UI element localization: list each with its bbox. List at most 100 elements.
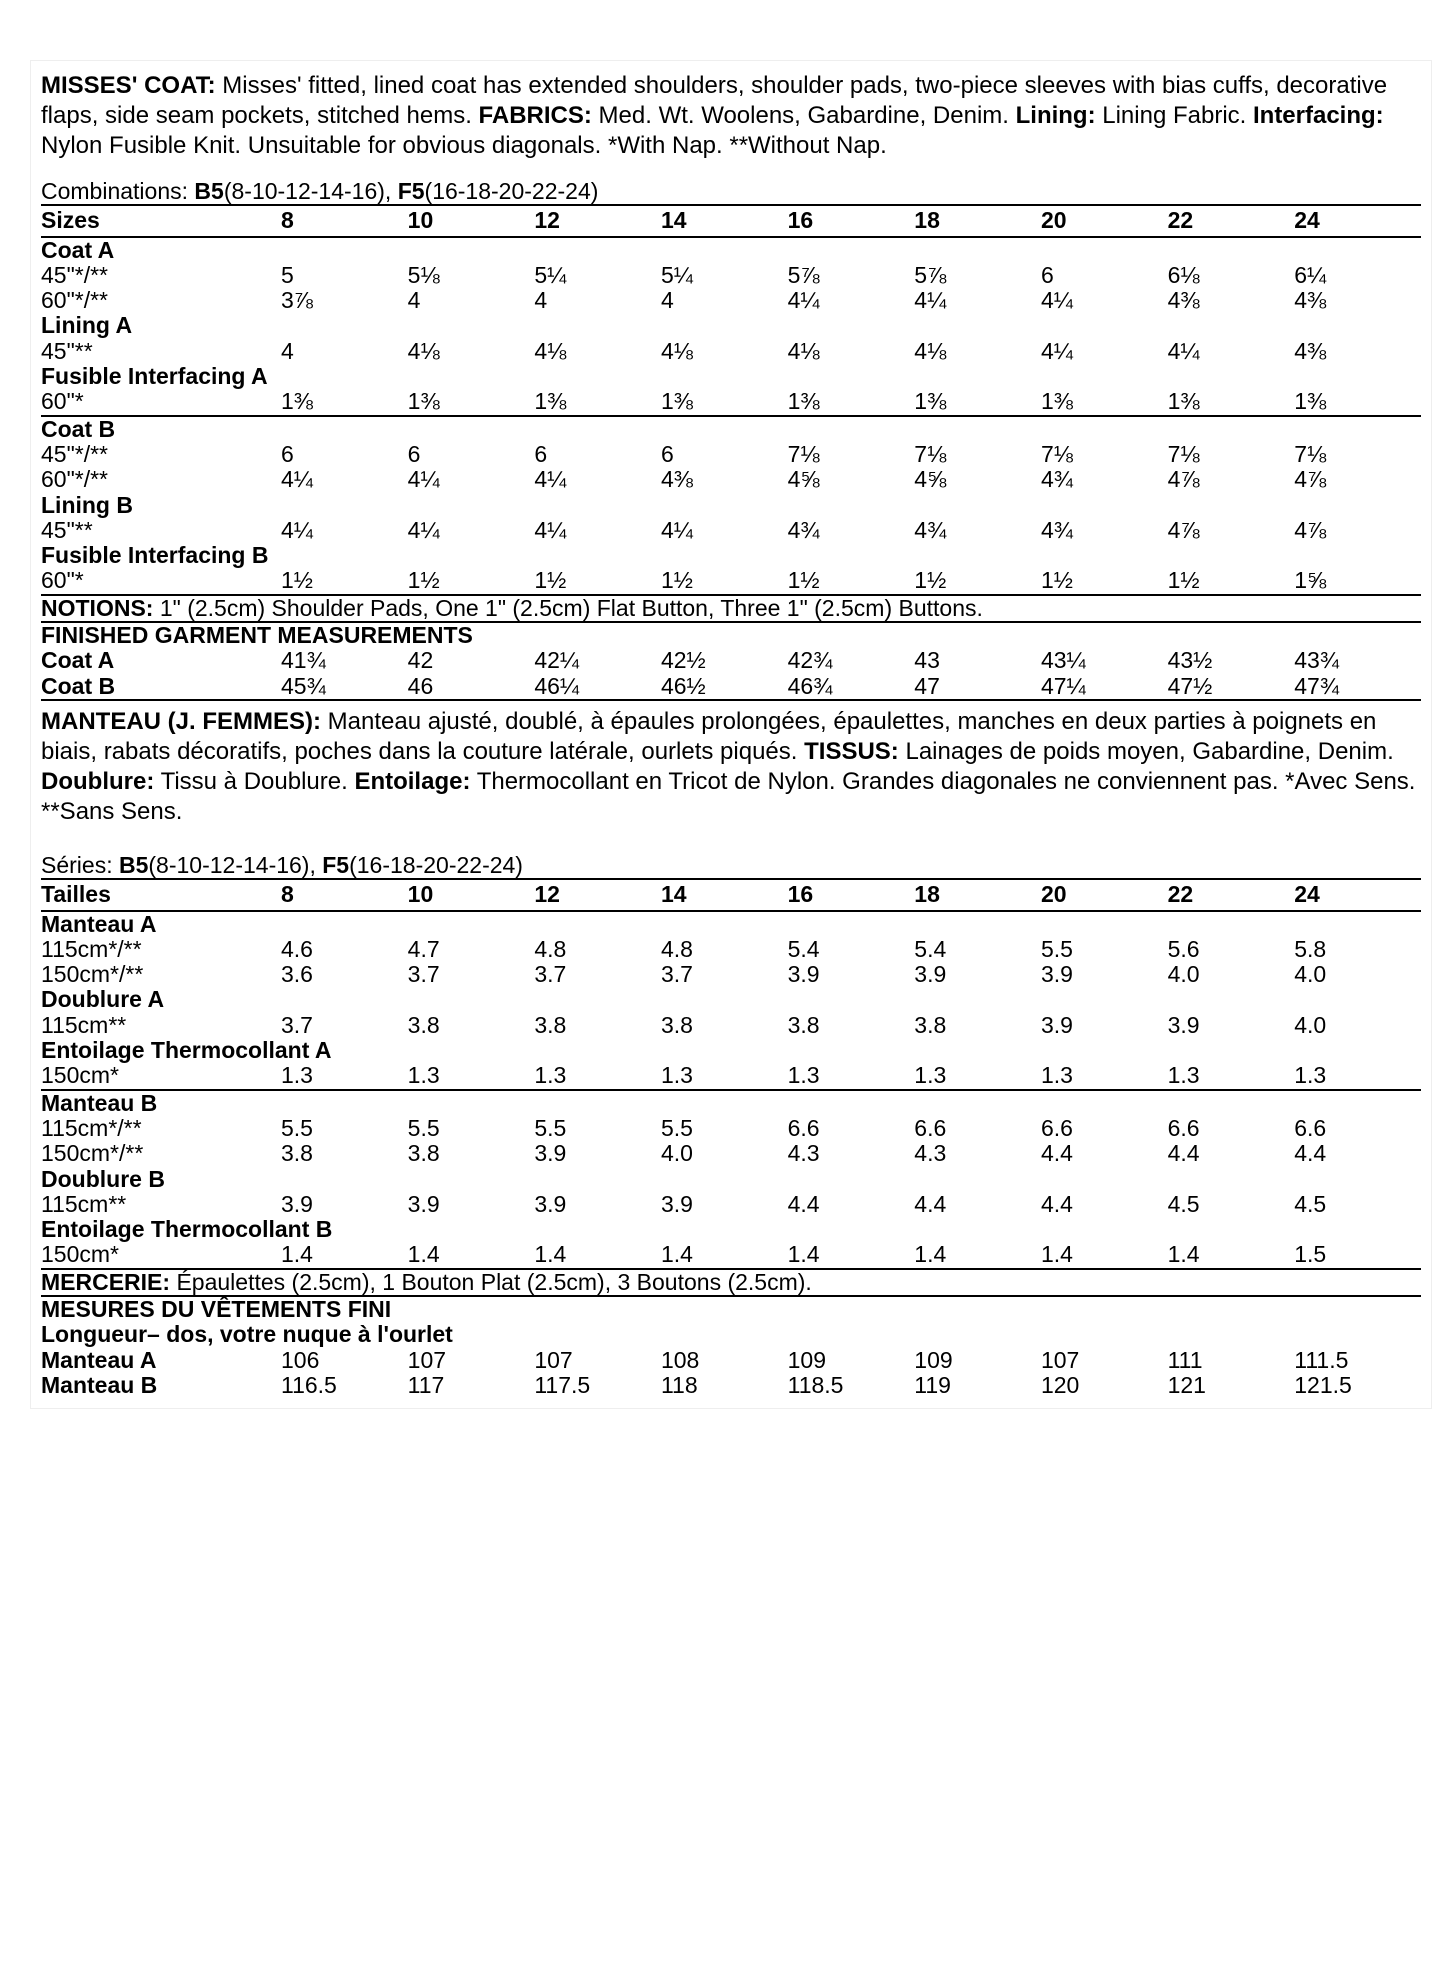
yardage-value: 4.8 [661, 937, 788, 962]
finished-row-label: Manteau B [41, 1373, 281, 1398]
yardage-value: 4¾ [914, 518, 1041, 543]
yardage-value: 1.3 [661, 1063, 788, 1089]
finished-value: 120 [1041, 1373, 1168, 1398]
yardage-value: 4⅛ [408, 339, 535, 364]
finished-value: 119 [914, 1373, 1041, 1398]
yardage-value: 4.0 [1168, 962, 1295, 987]
yardage-value: 3.9 [1041, 962, 1168, 987]
section-title: Fusible Interfacing B [41, 543, 1421, 568]
finished-value: 46¾ [788, 674, 915, 700]
finished-value: 42 [408, 648, 535, 673]
yardage-value: 6 [534, 442, 661, 467]
yardage-value: 4¼ [1041, 288, 1168, 313]
yardage-value: 7⅛ [1168, 442, 1295, 467]
size-header: 10 [408, 879, 535, 910]
yardage-value: 4.3 [914, 1141, 1041, 1166]
yardage-value: 5.5 [408, 1116, 535, 1141]
yardage-value: 3.9 [1168, 1013, 1295, 1038]
yardage-table-fr: Tailles81012141618202224 Manteau A 115cm*… [41, 878, 1421, 1398]
yardage-value: 4¼ [788, 288, 915, 313]
finished-value: 47¼ [1041, 674, 1168, 700]
yardage-value: 4¼ [534, 518, 661, 543]
yardage-value: 6.6 [788, 1116, 915, 1141]
finished-value: 118 [661, 1373, 788, 1398]
size-header: 12 [534, 879, 661, 910]
yardage-value: 1.3 [281, 1063, 408, 1089]
yardage-value: 4.4 [788, 1192, 915, 1217]
row-label: 60"*/** [41, 288, 281, 313]
size-header: 22 [1168, 879, 1295, 910]
yardage-value: 1.4 [281, 1242, 408, 1268]
yardage-value: 3.9 [788, 962, 915, 987]
section-title: Entoilage Thermocollant A [41, 1038, 1421, 1063]
yardage-value: 1½ [661, 568, 788, 594]
yardage-value: 1½ [1168, 568, 1295, 594]
row-label: 115cm** [41, 1013, 281, 1038]
yardage-value: 1½ [914, 568, 1041, 594]
sizes-row-en: Sizes81012141618202224 [41, 205, 1421, 236]
yardage-value: 4.4 [914, 1192, 1041, 1217]
size-header: 22 [1168, 205, 1295, 236]
yardage-value: 5⅞ [788, 263, 915, 288]
finished-value: 45¾ [281, 674, 408, 700]
section-title: Lining B [41, 493, 1421, 518]
yardage-value: 4⅜ [1294, 288, 1421, 313]
section-title: Manteau A [41, 911, 1421, 937]
yardage-value: 3.9 [914, 962, 1041, 987]
yardage-value: 4¼ [1168, 339, 1295, 364]
yardage-value: 6.6 [1168, 1116, 1295, 1141]
yardage-value: 4¼ [408, 467, 535, 492]
yardage-value: 1.4 [534, 1242, 661, 1268]
yardage-value: 4.7 [408, 937, 535, 962]
section-title: Entoilage Thermocollant B [41, 1217, 1421, 1242]
yardage-value: 1⅜ [788, 389, 915, 415]
yardage-value: 1.4 [1168, 1242, 1295, 1268]
yardage-value: 3⅞ [281, 288, 408, 313]
yardage-value: 4.3 [788, 1141, 915, 1166]
section-title: Coat A [41, 237, 1421, 263]
size-header: 20 [1041, 879, 1168, 910]
yardage-value: 1½ [408, 568, 535, 594]
yardage-value: 6¼ [1294, 263, 1421, 288]
yardage-value: 5¼ [661, 263, 788, 288]
size-header: 14 [661, 879, 788, 910]
yardage-value: 7⅛ [1041, 442, 1168, 467]
yardage-value: 5⅛ [408, 263, 535, 288]
yardage-value: 1.3 [1168, 1063, 1295, 1089]
sizes-row-fr: Tailles81012141618202224 [41, 879, 1421, 910]
yardage-value: 4⅞ [1294, 467, 1421, 492]
yardage-value: 3.8 [661, 1013, 788, 1038]
yardage-value: 1½ [281, 568, 408, 594]
section-title: Coat B [41, 416, 1421, 442]
finished-value: 111 [1168, 1348, 1295, 1373]
yardage-value: 6 [281, 442, 408, 467]
yardage-value: 3.7 [661, 962, 788, 987]
yardage-value: 1½ [788, 568, 915, 594]
yardage-value: 1.4 [788, 1242, 915, 1268]
yardage-value: 4 [661, 288, 788, 313]
yardage-value: 5.4 [914, 937, 1041, 962]
row-label: 150cm*/** [41, 1141, 281, 1166]
yardage-value: 1⅜ [1294, 389, 1421, 415]
sizes-label: Sizes [41, 205, 281, 236]
yardage-value: 1.5 [1294, 1242, 1421, 1268]
yardage-value: 4 [408, 288, 535, 313]
section-title: Fusible Interfacing A [41, 364, 1421, 389]
yardage-value: 3.9 [281, 1192, 408, 1217]
yardage-value: 3.8 [408, 1141, 535, 1166]
yardage-value: 1⅝ [1294, 568, 1421, 594]
yardage-value: 4⅜ [661, 467, 788, 492]
yardage-value: 4.0 [1294, 1013, 1421, 1038]
yardage-value: 3.6 [281, 962, 408, 987]
yardage-value: 1.3 [534, 1063, 661, 1089]
yardage-value: 7⅛ [1294, 442, 1421, 467]
yardage-value: 4¾ [1041, 518, 1168, 543]
finished-header-fr: MESURES DU VÊTEMENTS FINI [41, 1296, 1421, 1322]
finished-value: 121 [1168, 1373, 1295, 1398]
yardage-value: 1.3 [914, 1063, 1041, 1089]
size-header: 24 [1294, 205, 1421, 236]
yardage-value: 4 [281, 339, 408, 364]
size-header: 10 [408, 205, 535, 236]
finished-value: 43¼ [1041, 648, 1168, 673]
yardage-value: 4¾ [1041, 467, 1168, 492]
